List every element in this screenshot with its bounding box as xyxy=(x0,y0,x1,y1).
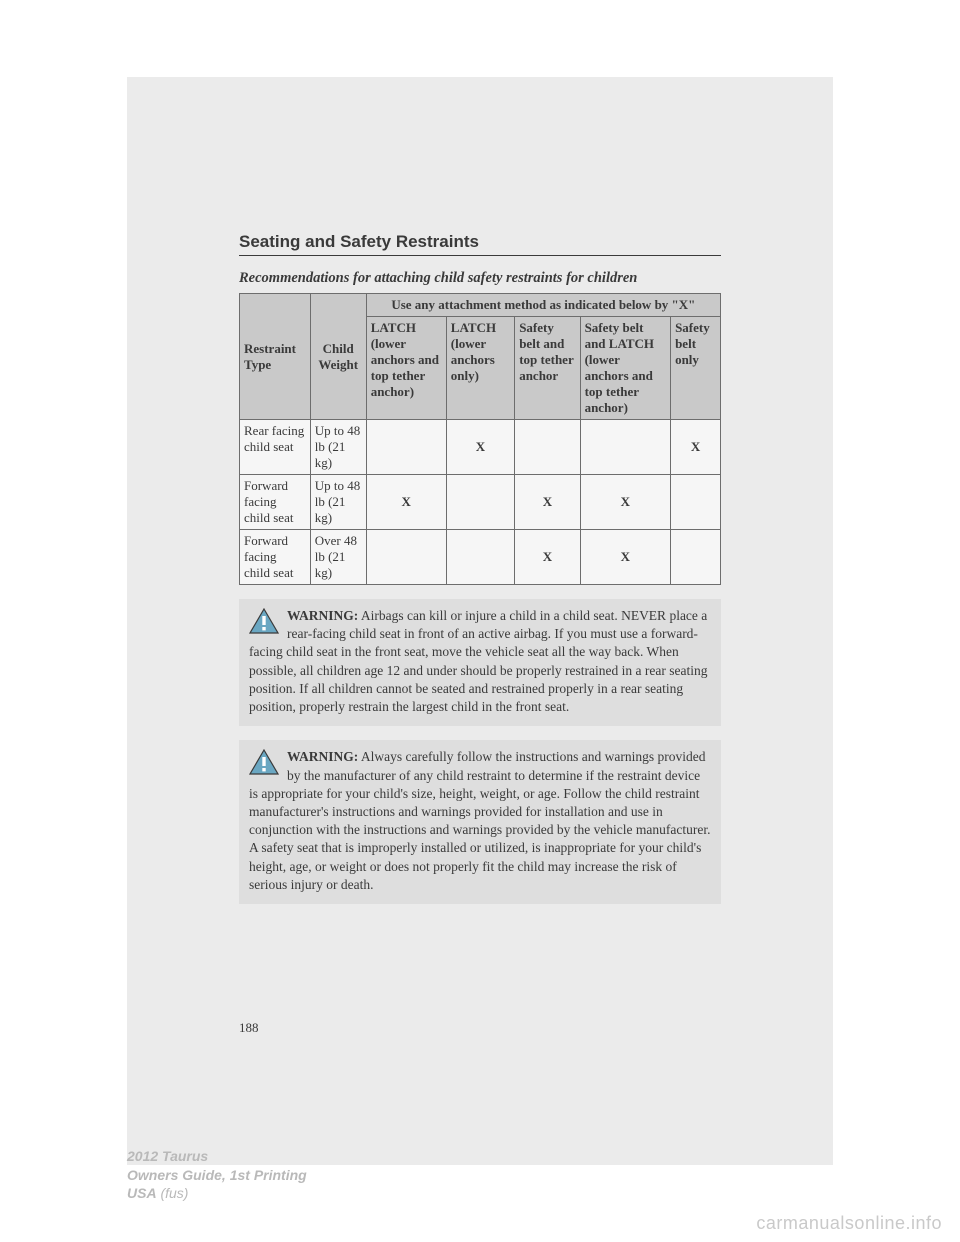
cell-mark xyxy=(515,420,580,475)
footer: 2012 Taurus Owners Guide, 1st Printing U… xyxy=(127,1147,307,1202)
cell-mark: X xyxy=(515,530,580,585)
warning-label: WARNING: xyxy=(287,749,358,764)
warning-label: WARNING: xyxy=(287,608,358,623)
table-row: Forward facing child seat Up to 48 lb (2… xyxy=(240,475,721,530)
cell-mark: X xyxy=(366,475,446,530)
col-child-weight: Child Weight xyxy=(310,294,366,420)
table-row: Forward facing child seat Over 48 lb (21… xyxy=(240,530,721,585)
footer-line2: Owners Guide, 1st Printing xyxy=(127,1166,307,1184)
cell-restraint: Forward facing child seat xyxy=(240,530,311,585)
cell-weight: Up to 48 lb (21 kg) xyxy=(310,475,366,530)
cell-weight: Over 48 lb (21 kg) xyxy=(310,530,366,585)
cell-weight: Up to 48 lb (21 kg) xyxy=(310,420,366,475)
footer-line3: USA (fus) xyxy=(127,1184,307,1202)
cell-mark xyxy=(366,420,446,475)
col-belt-only: Safety belt only xyxy=(671,317,721,420)
cell-mark xyxy=(671,530,721,585)
col-group-methods: Use any attachment method as indicated b… xyxy=(366,294,720,317)
col-belt-latch: Safety belt and LATCH (lower anchors and… xyxy=(580,317,671,420)
cell-mark xyxy=(580,420,671,475)
cell-mark xyxy=(671,475,721,530)
cell-mark: X xyxy=(671,420,721,475)
cell-mark: X xyxy=(446,420,514,475)
warning-box-2: WARNING: Always carefully follow the ins… xyxy=(239,740,721,904)
warning-text: Always carefully follow the instructions… xyxy=(249,749,711,892)
cell-mark: X xyxy=(580,530,671,585)
cell-restraint: Rear facing child seat xyxy=(240,420,311,475)
cell-mark xyxy=(446,475,514,530)
cell-mark xyxy=(366,530,446,585)
warning-box-1: WARNING: Airbags can kill or injure a ch… xyxy=(239,599,721,726)
footer-line1: 2012 Taurus xyxy=(127,1147,307,1165)
warning-icon xyxy=(249,608,279,635)
recommendations-table: Restraint Type Child Weight Use any atta… xyxy=(239,293,721,585)
cell-mark: X xyxy=(580,475,671,530)
col-latch-lower: LATCH (lower anchors only) xyxy=(446,317,514,420)
warning-text: Airbags can kill or injure a child in a … xyxy=(249,608,707,714)
cell-restraint: Forward facing child seat xyxy=(240,475,311,530)
col-latch-full: LATCH (lower anchors and top tether anch… xyxy=(366,317,446,420)
warning-icon xyxy=(249,749,279,776)
page-content: Seating and Safety Restraints Recommenda… xyxy=(239,232,721,904)
table-row: Rear facing child seat Up to 48 lb (21 k… xyxy=(240,420,721,475)
col-restraint-type: Restraint Type xyxy=(240,294,311,420)
section-title: Seating and Safety Restraints xyxy=(239,232,721,256)
watermark: carmanualsonline.info xyxy=(756,1213,942,1234)
cell-mark: X xyxy=(515,475,580,530)
cell-mark xyxy=(446,530,514,585)
col-belt-tether: Safety belt and top tether anchor xyxy=(515,317,580,420)
page-number: 188 xyxy=(239,1020,259,1036)
table-caption: Recommendations for attaching child safe… xyxy=(239,270,721,287)
